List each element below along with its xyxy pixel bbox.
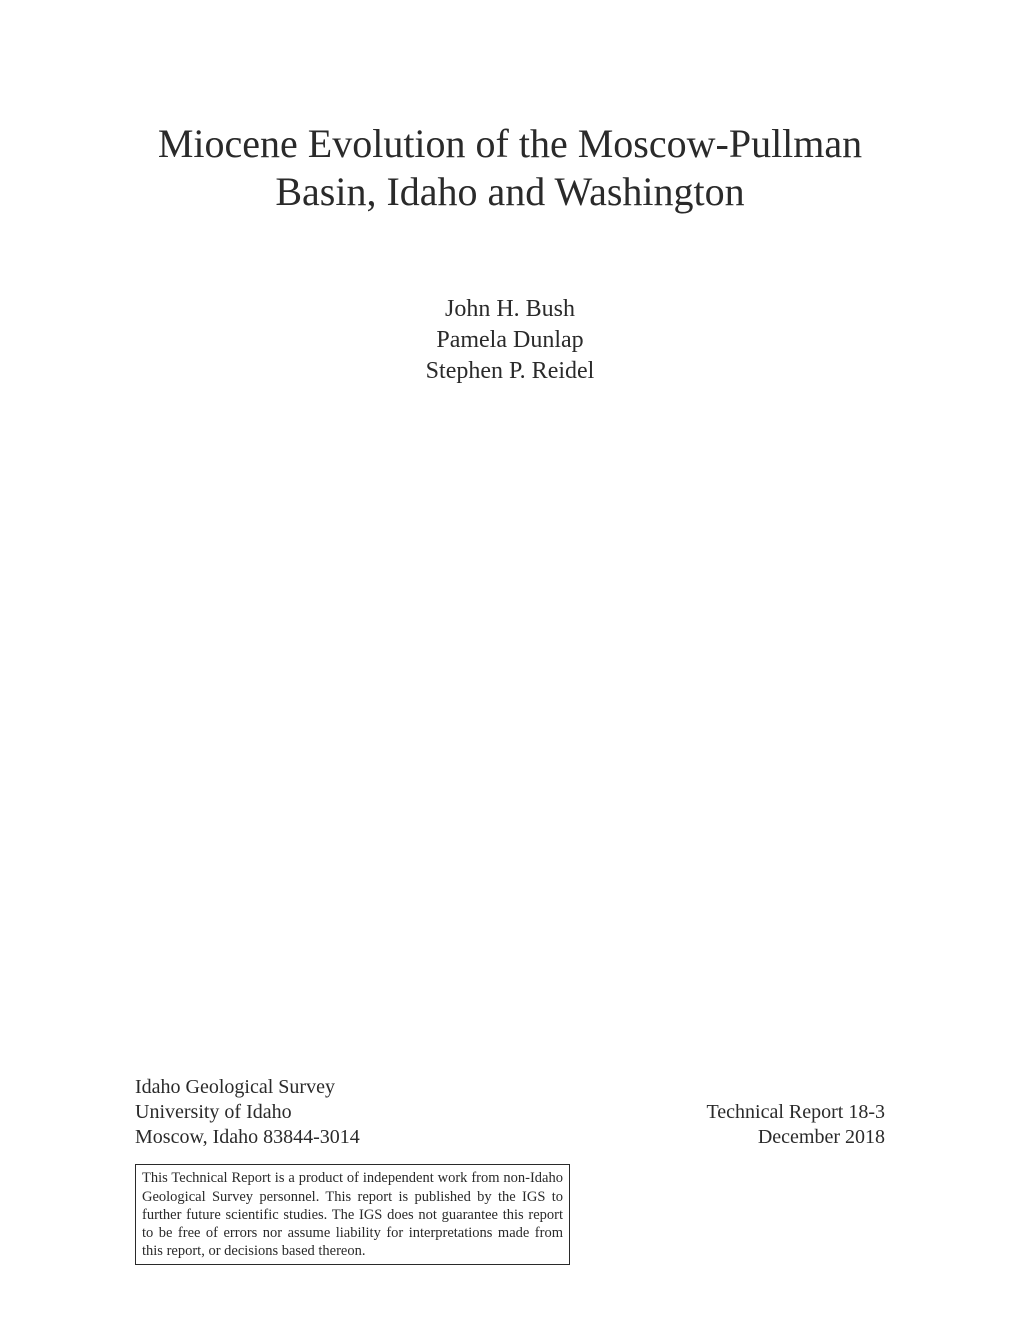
document-page: Miocene Evolution of the Moscow-Pullman …: [0, 0, 1020, 1320]
footer-row: Idaho Geological Survey University of Id…: [135, 1075, 885, 1150]
org-address: Moscow, Idaho 83844-3014: [135, 1125, 360, 1150]
org-name: Idaho Geological Survey: [135, 1075, 360, 1100]
org-university: University of Idaho: [135, 1100, 360, 1125]
report-number: Technical Report 18-3: [706, 1100, 885, 1125]
title-line-1: Miocene Evolution of the Moscow-Pullman: [158, 121, 862, 166]
author-name: Stephen P. Reidel: [135, 356, 885, 387]
disclaimer-text: This Technical Report is a product of in…: [142, 1170, 563, 1259]
report-info: Technical Report 18-3 December 2018: [706, 1100, 885, 1150]
organization-info: Idaho Geological Survey University of Id…: [135, 1075, 360, 1150]
disclaimer-box: This Technical Report is a product of in…: [135, 1164, 570, 1265]
author-name: Pamela Dunlap: [135, 325, 885, 356]
author-name: John H. Bush: [135, 294, 885, 325]
title-line-2: Basin, Idaho and Washington: [275, 169, 744, 214]
document-title: Miocene Evolution of the Moscow-Pullman …: [135, 120, 885, 216]
footer-section: Idaho Geological Survey University of Id…: [135, 1075, 885, 1150]
authors-block: John H. Bush Pamela Dunlap Stephen P. Re…: [135, 294, 885, 388]
report-date: December 2018: [706, 1125, 885, 1150]
